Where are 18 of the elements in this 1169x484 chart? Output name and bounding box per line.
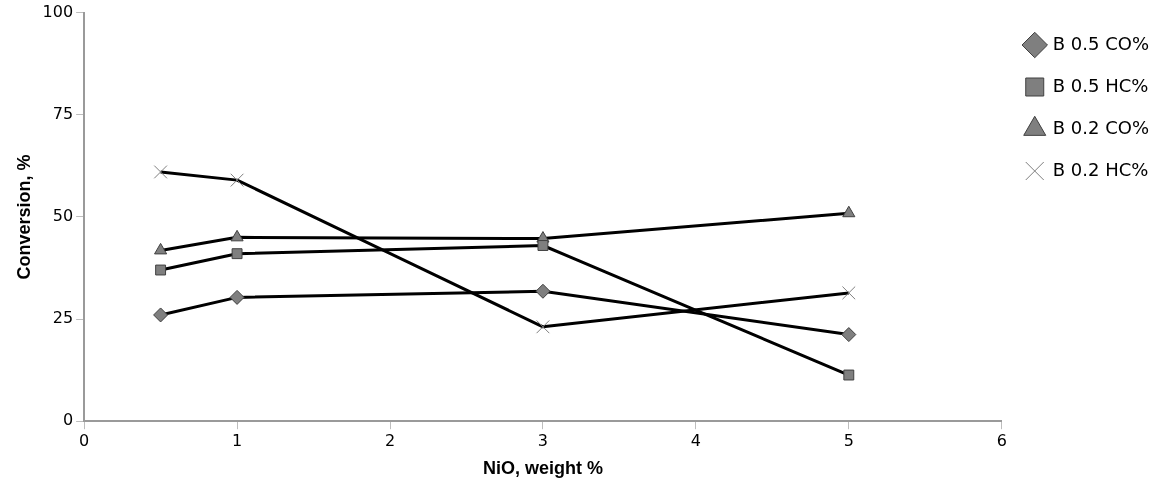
legend-label: B 0.2 HC% <box>1052 158 1149 180</box>
legend-label: B 0.5 CO% <box>1052 32 1150 54</box>
y-tick-label: 75 <box>52 103 74 123</box>
x-tick-label: 5 <box>843 430 854 450</box>
y-tick-label: 100 <box>42 1 74 21</box>
legend-label: B 0.5 HC% <box>1052 74 1149 96</box>
x-tick-label: 3 <box>537 430 549 450</box>
x-tick-label: 4 <box>690 430 701 450</box>
x-axis-title: NiO, weight % <box>482 458 603 479</box>
y-axis-title: Conversion, % <box>13 154 34 280</box>
x-tick-label: 2 <box>384 430 396 450</box>
x-tick-label: 6 <box>996 430 1007 450</box>
legend-label: B 0.2 CO% <box>1052 116 1150 138</box>
y-tick-label: 25 <box>52 308 74 328</box>
y-tick-label: 0 <box>62 410 74 430</box>
x-tick-label: 0 <box>79 430 90 450</box>
y-tick-label: 50 <box>52 206 74 226</box>
x-tick-label: 1 <box>231 430 243 450</box>
